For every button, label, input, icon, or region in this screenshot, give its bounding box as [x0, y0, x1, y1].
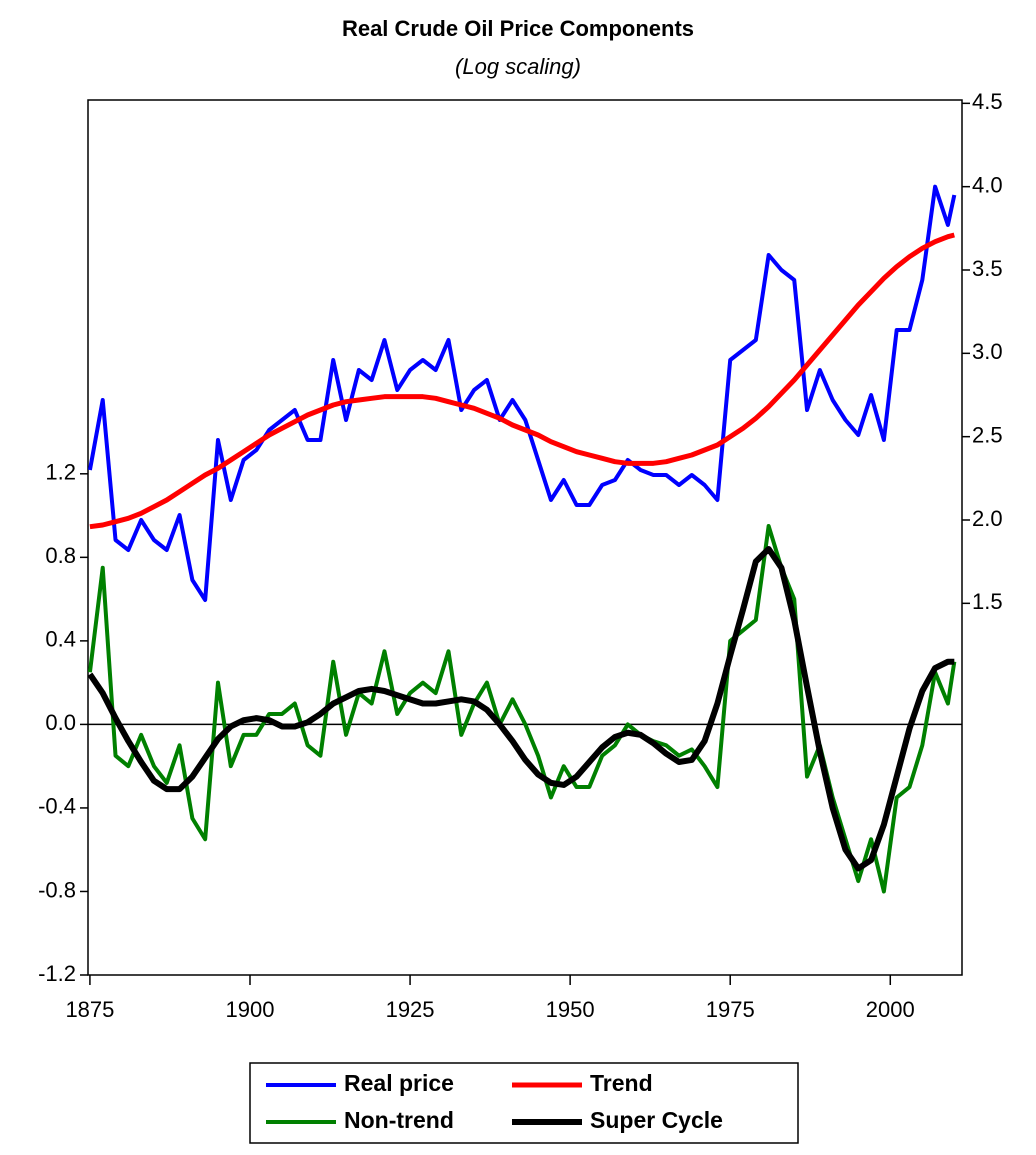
plot-frame: [87, 99, 963, 976]
y-tick-label: -0.8: [38, 877, 76, 902]
y2-tick-label: 4.0: [972, 172, 1003, 197]
series-line: [87, 524, 957, 894]
y-tick-label: -1.2: [38, 961, 76, 986]
legend-label: Trend: [590, 1070, 653, 1096]
y2-tick-label: 2.0: [972, 506, 1003, 531]
y-tick-label: 1.2: [45, 460, 76, 485]
y-tick-label: 0.4: [45, 627, 76, 652]
y-tick-label: -0.4: [38, 794, 76, 819]
legend-label: Real price: [344, 1070, 454, 1096]
y2-tick-label: 3.5: [972, 256, 1003, 281]
series-line: [89, 232, 955, 530]
x-tick-label: 1875: [65, 997, 114, 1022]
y-tick-label: 0.8: [45, 543, 76, 568]
x-tick-label: 2000: [866, 997, 915, 1022]
x-tick-label: 1975: [706, 997, 755, 1022]
legend-label: Non-trend: [344, 1107, 454, 1133]
x-tick-label: 1950: [546, 997, 595, 1022]
y2-tick-label: 3.0: [972, 339, 1003, 364]
chart-subtitle: (Log scaling): [455, 54, 581, 79]
x-tick-label: 1900: [226, 997, 275, 1022]
legend-box: [249, 1062, 799, 1144]
legend-label: Super Cycle: [590, 1107, 723, 1133]
y2-tick-label: 1.5: [972, 589, 1003, 614]
x-tick-label: 1925: [386, 997, 435, 1022]
y2-tick-label: 4.5: [972, 89, 1003, 114]
chart-title: Real Crude Oil Price Components: [342, 16, 694, 41]
series-line: [87, 184, 957, 602]
y-tick-label: 0.0: [45, 710, 76, 735]
y2-tick-label: 2.5: [972, 422, 1003, 447]
series-line: [87, 545, 955, 872]
